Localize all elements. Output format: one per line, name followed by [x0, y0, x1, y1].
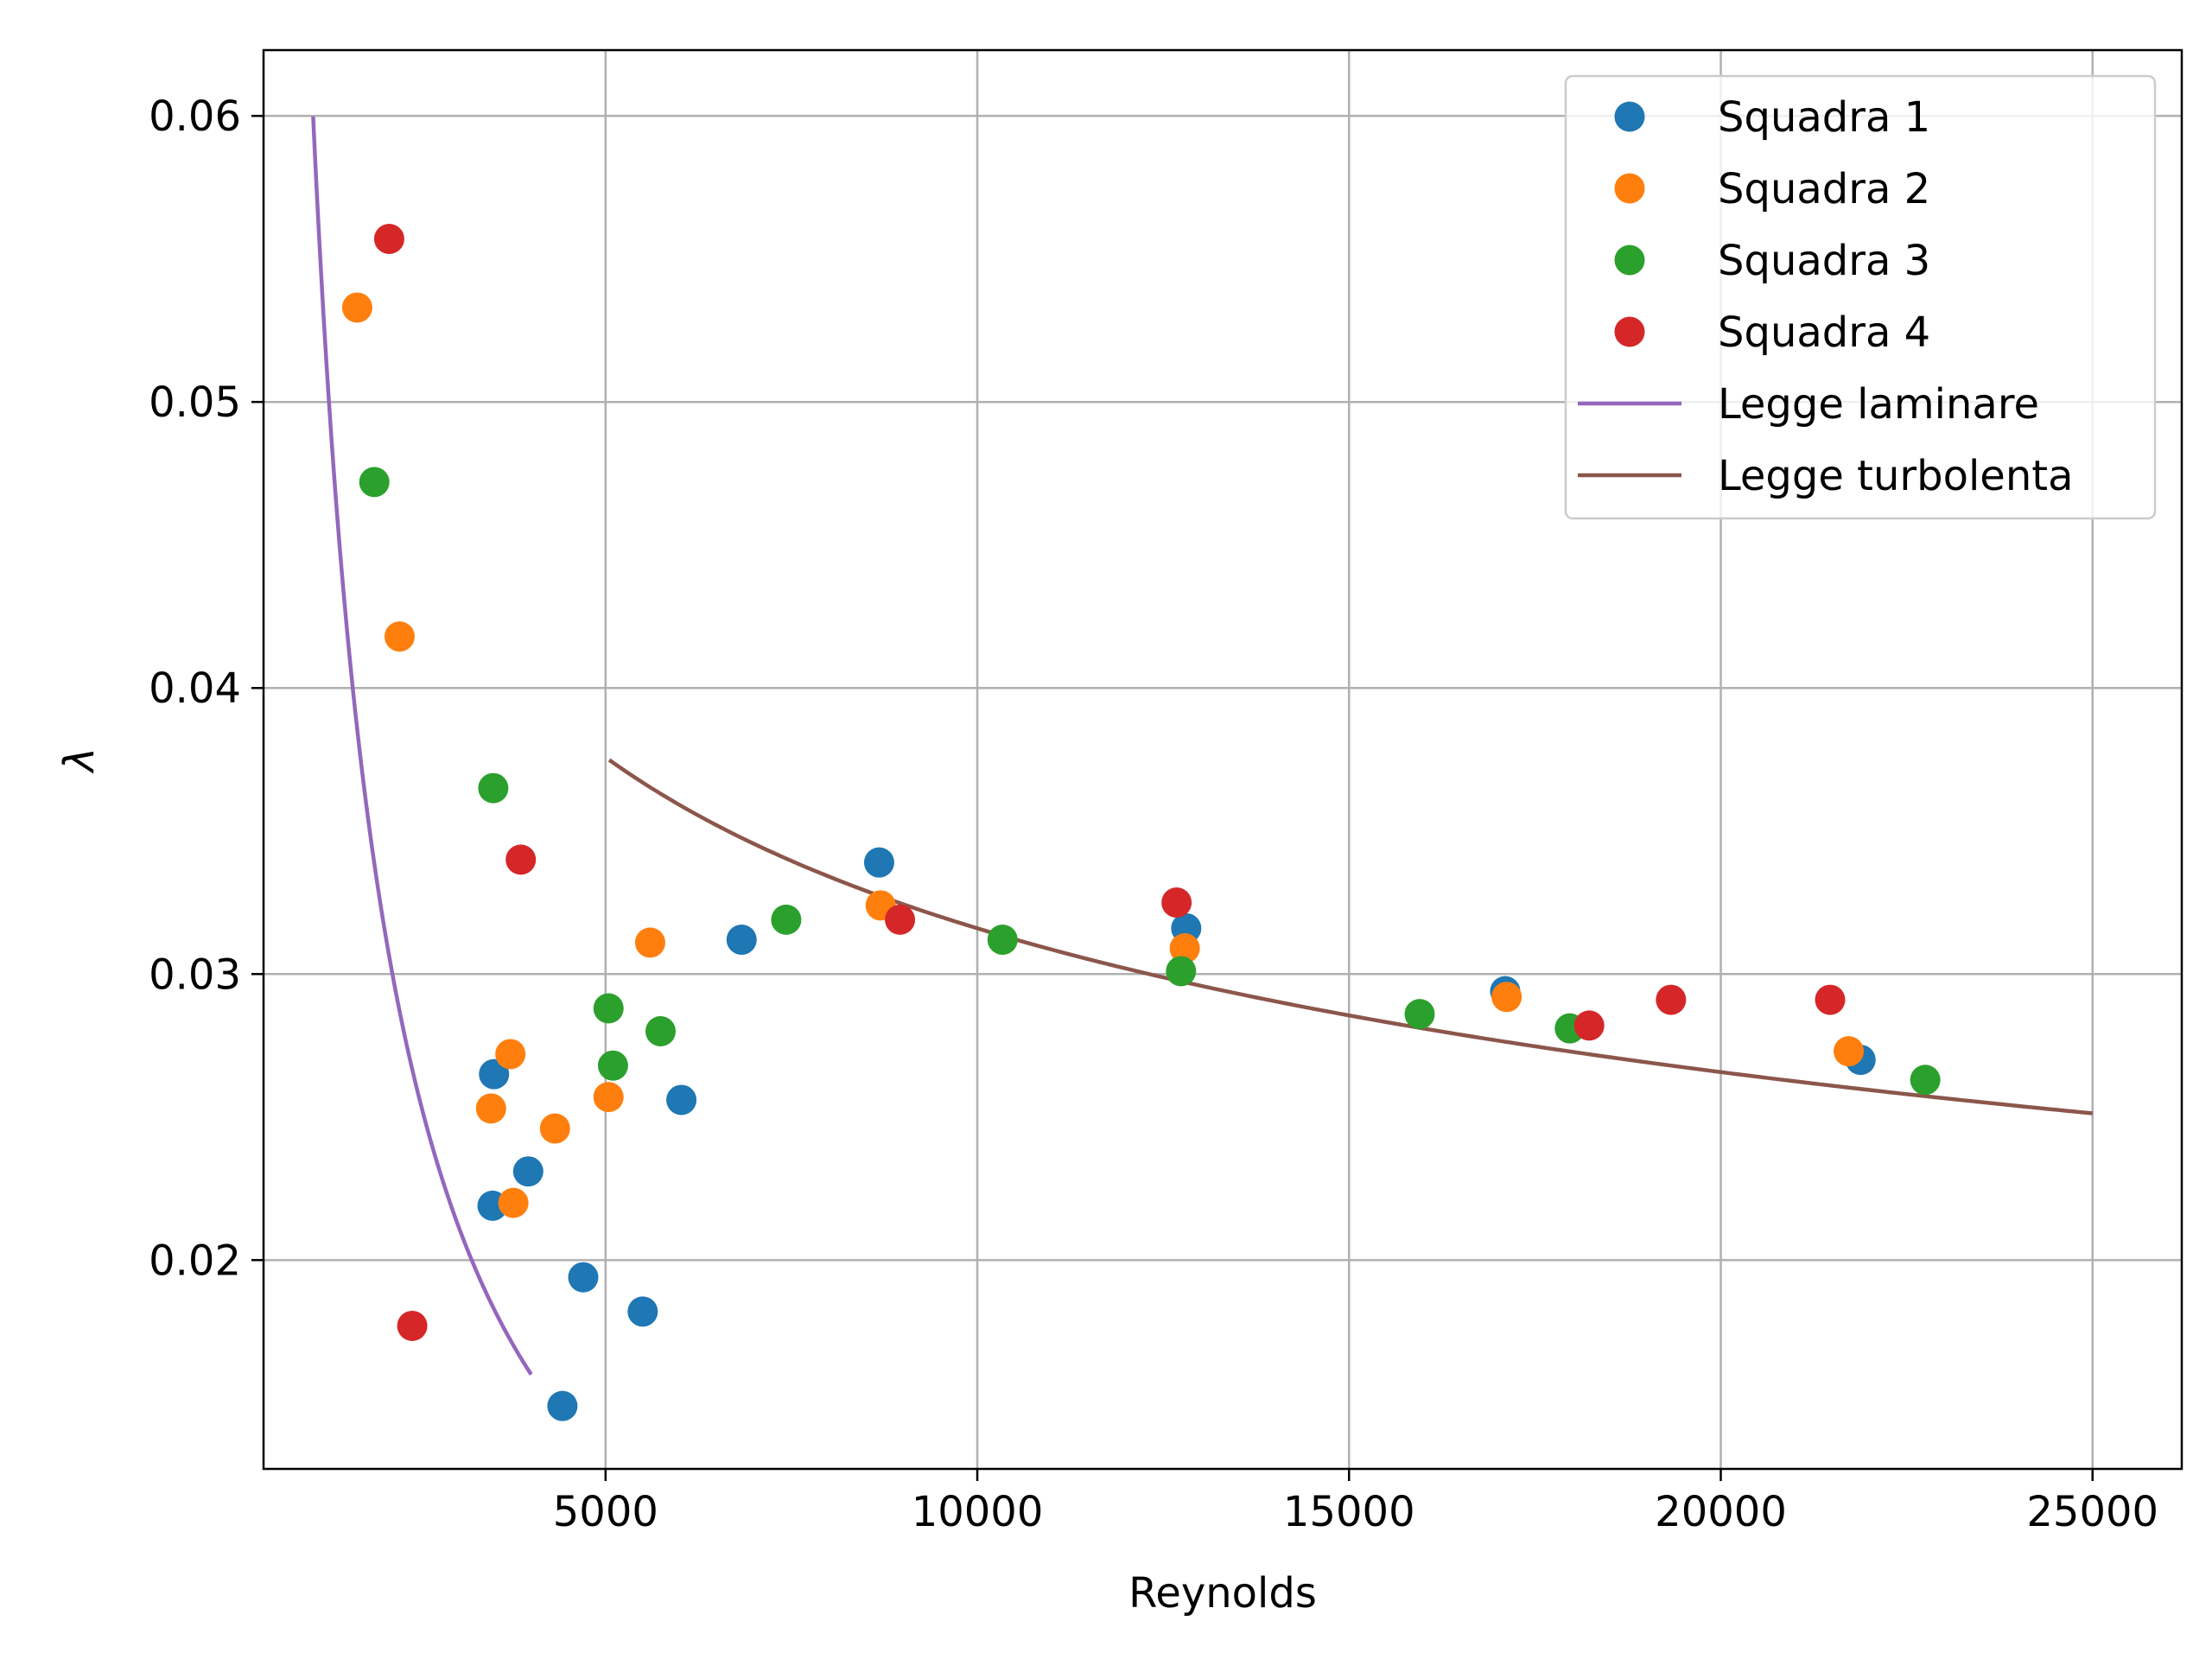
y-axis-label: λ [55, 747, 104, 774]
squadra-2-point [475, 1093, 506, 1124]
y-tick-label: 0.03 [149, 950, 241, 999]
squadra-3-point [987, 925, 1018, 956]
x-axis-label: Reynolds [1128, 1569, 1317, 1618]
squadra-3-point [593, 993, 624, 1024]
squadra-3-point [597, 1050, 628, 1081]
squadra-3-point [1166, 956, 1197, 987]
squadra-1-point [726, 925, 757, 956]
squadra-4-point [885, 904, 916, 935]
squadra-1-point [627, 1296, 658, 1327]
x-tick-label: 20000 [1655, 1488, 1787, 1536]
squadra-3-point [359, 467, 390, 498]
squadra-1-point [479, 1058, 510, 1090]
squadra-2-point [1834, 1036, 1865, 1067]
x-tick-label: 5000 [553, 1488, 658, 1536]
squadra-1-point [512, 1156, 543, 1187]
legend: Squadra 1 Squadra 2 Squadra 3 Squadra 4 Legg… [1564, 74, 2157, 520]
squadra-4-point [1815, 984, 1846, 1015]
squadra-2-point [539, 1113, 570, 1144]
legend-squadra-1-swatch [1614, 101, 1645, 132]
squadra-3-point [645, 1015, 676, 1046]
data-points [341, 223, 1941, 1421]
y-tick-label: 0.05 [149, 378, 241, 427]
squadra-2-point [341, 292, 372, 323]
squadra-4-point [1656, 984, 1687, 1015]
squadra-2-point [498, 1187, 529, 1218]
squadra-2-point [495, 1039, 526, 1070]
legge-turbolenta-line [607, 758, 2093, 1116]
squadra-2-point [634, 927, 665, 958]
legge-laminare-line [311, 116, 533, 1376]
squadra-3-point [1404, 999, 1435, 1030]
squadra-1-point [568, 1262, 599, 1293]
squadra-3-point [771, 904, 802, 935]
y-tick-label: 0.02 [149, 1236, 241, 1285]
legend-squadra-3-label: Squadra 3 [1718, 237, 1930, 285]
squadra-1-point [666, 1084, 697, 1116]
squadra-2-point [593, 1082, 624, 1113]
legend-legge-turbolenta-label: Legge turbolenta [1718, 452, 2074, 500]
squadra-4-point [397, 1310, 428, 1341]
legend-legge-laminare-label: Legge laminare [1718, 380, 2039, 429]
legend-box [1564, 74, 2157, 520]
legend-squadra-1-label: Squadra 1 [1718, 93, 1930, 142]
y-tick-label: 0.06 [149, 92, 241, 141]
squadra-4-point [505, 844, 537, 875]
squadra-4-point [1573, 1010, 1605, 1041]
curves [311, 116, 2093, 1376]
x-tick-label: 15000 [1283, 1488, 1415, 1536]
legend-squadra-4-swatch [1614, 316, 1645, 347]
x-tick-label: 10000 [912, 1488, 1044, 1536]
squadra-1-point [863, 847, 894, 878]
y-axis-ticks: 0.02 0.03 0.04 0.05 0.06 [149, 92, 264, 1285]
legend-squadra-4-label: Squadra 4 [1718, 308, 1930, 357]
plot-frame [262, 48, 2183, 1471]
x-tick-label: 25000 [2026, 1488, 2158, 1536]
legend-squadra-3-swatch [1614, 245, 1645, 276]
squadra-1-point [547, 1390, 578, 1421]
squadra-4-point [1161, 887, 1192, 918]
squadra-4-point [373, 223, 404, 254]
squadra-2-point [1491, 982, 1522, 1013]
legend-squadra-2-label: Squadra 2 [1718, 165, 1930, 213]
squadra-3-point [478, 772, 509, 804]
legend-squadra-2-swatch [1614, 173, 1645, 204]
squadra-2-point [1169, 932, 1200, 963]
y-tick-label: 0.04 [149, 664, 241, 713]
squadra-2-point [384, 621, 415, 652]
x-axis-ticks: 5000 10000 15000 20000 25000 [553, 1469, 2158, 1536]
squadra-3-point [1910, 1065, 1941, 1096]
